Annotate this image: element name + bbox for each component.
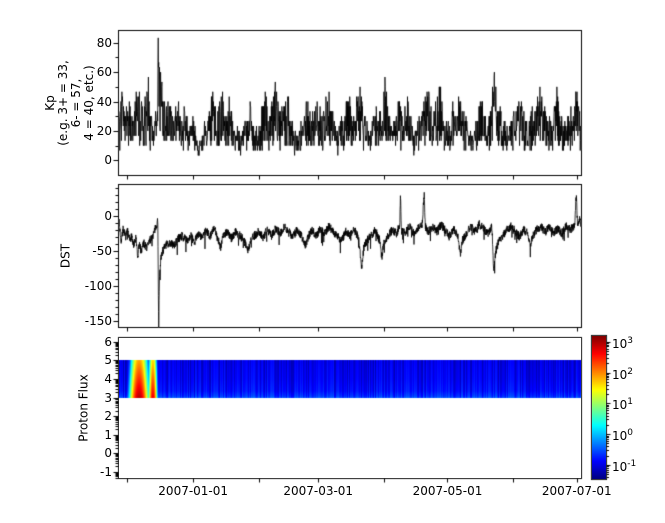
- dst-ytick-label: -150: [84, 314, 112, 329]
- dst-ytick-label: -100: [84, 279, 112, 294]
- colorbar-tick-exponent: 3: [627, 335, 634, 346]
- colorbar-gradient-canvas: [592, 336, 606, 479]
- x-date-tick-label: 2007-01-01: [158, 484, 229, 498]
- proton-spectrogram-canvas: [119, 338, 581, 478]
- colorbar-tick-base: 10: [612, 460, 628, 474]
- colorbar-tick-exponent: 1: [627, 397, 634, 408]
- colorbar-tick-label: 101: [612, 395, 634, 413]
- proton-ytick-label: 0: [104, 446, 112, 461]
- proton-ytick-label: 1: [104, 427, 112, 442]
- x-date-tick-label: 2007-07-01: [541, 484, 612, 498]
- colorbar-tick-exponent: -1: [627, 459, 637, 469]
- proton-ytick-label: 2: [104, 409, 112, 424]
- colorbar-tick-label: 102: [612, 365, 634, 382]
- x-date-tick-label: 2007-03-01: [283, 484, 354, 498]
- proton-ytick-label: 5: [104, 353, 112, 368]
- colorbar-tick-label: 100: [612, 426, 634, 444]
- colorbar-tick-exponent: 0: [627, 428, 634, 439]
- proton-ytick-label: 6: [104, 334, 112, 349]
- colorbar-tick-label: 10-1: [612, 457, 637, 474]
- dst-ytick-label: -50: [92, 244, 112, 259]
- proton-ytick-label: 3: [104, 390, 112, 405]
- colorbar-tick-base: 10: [612, 429, 628, 444]
- colorbar-tick-base: 10: [612, 367, 628, 382]
- kp-ytick-label: 0: [104, 153, 112, 168]
- kp-ytick-label: 20: [96, 123, 112, 138]
- kp-ytick-label: 40: [96, 94, 112, 109]
- kp-ytick-label: 60: [96, 65, 112, 80]
- colorbar-tick-label: 103: [612, 334, 634, 351]
- proton-ytick-label: -1: [100, 465, 112, 480]
- colorbar-tick-base: 10: [612, 336, 628, 351]
- kp-series-canvas: [119, 31, 581, 175]
- dst-ytick-label: 0: [104, 208, 112, 223]
- kp-ytick-label: 80: [96, 35, 112, 50]
- proton-ytick-label: 4: [104, 372, 112, 387]
- dst-series-canvas: [119, 185, 581, 327]
- colorbar-tick-base: 10: [612, 398, 628, 413]
- x-date-tick-label: 2007-05-01: [412, 484, 483, 498]
- colorbar-tick-exponent: 2: [627, 366, 634, 377]
